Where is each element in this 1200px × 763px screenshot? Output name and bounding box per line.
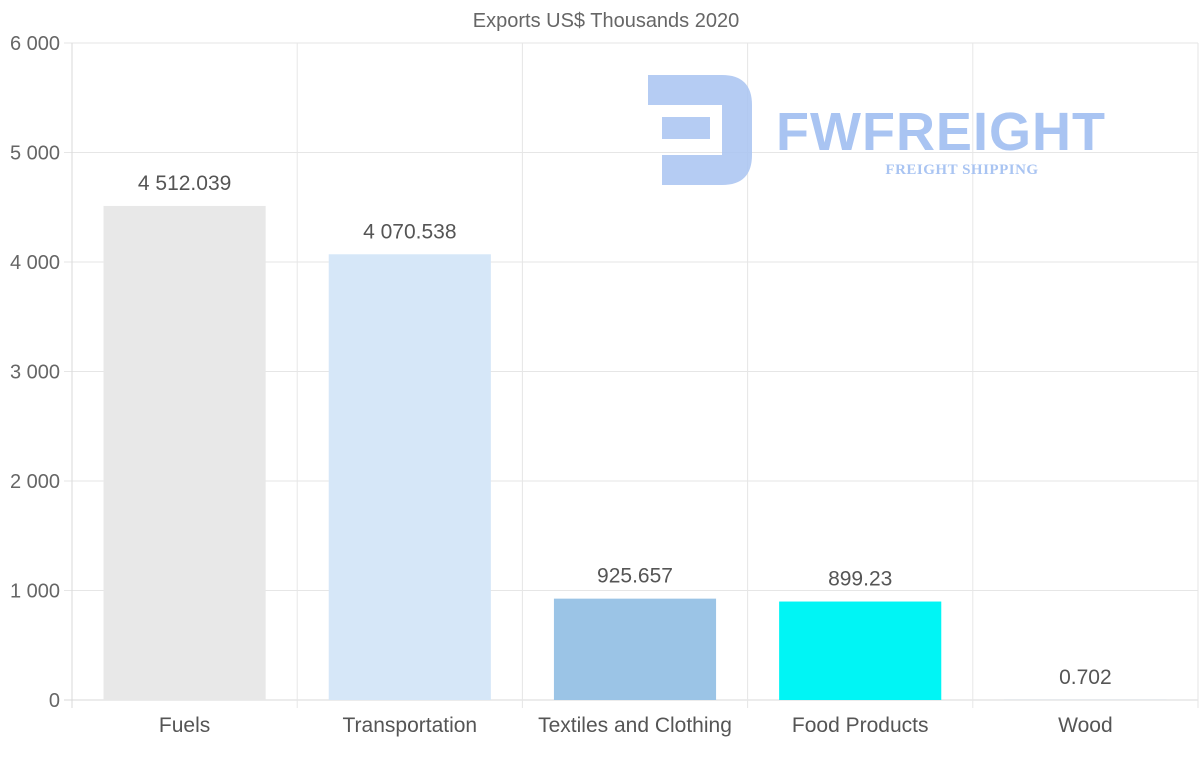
y-tick-label: 6 000 xyxy=(10,33,60,55)
watermark-brand: FWFREIGHT xyxy=(776,102,1106,162)
y-tick-label: 5 000 xyxy=(10,143,60,165)
data-label: 925.657 xyxy=(597,565,673,588)
chart-title: Exports US$ Thousands 2020 xyxy=(473,10,739,32)
x-tick-label: Textiles and Clothing xyxy=(538,714,732,737)
x-tick-label: Wood xyxy=(1058,714,1112,737)
bar[interactable] xyxy=(553,598,717,700)
bars xyxy=(103,205,1167,700)
bar[interactable] xyxy=(328,254,491,700)
x-tick-label: Fuels xyxy=(159,714,210,737)
data-label: 4 070.538 xyxy=(363,220,456,243)
y-axis-ticks: 0 1 000 2 000 3 000 4 000 5 000 6 000 xyxy=(10,33,60,712)
data-label: 899.23 xyxy=(828,568,892,591)
value-labels: 4 512.039 4 070.538 925.657 899.23 0.702 xyxy=(138,172,1112,689)
x-tick-label: Food Products xyxy=(792,714,929,737)
y-tick-label: 3 000 xyxy=(10,362,60,384)
watermark-logo: FWFREIGHT FREIGHT SHIPPING xyxy=(648,75,1106,185)
fw-logo-icon xyxy=(648,75,752,185)
watermark-tagline: FREIGHT SHIPPING xyxy=(885,162,1038,178)
y-tick-label: 4 000 xyxy=(10,252,60,274)
x-tick-label: Transportation xyxy=(342,714,477,737)
x-axis-labels: Fuels Transportation Textiles and Clothing… xyxy=(159,714,1113,737)
y-tick-label: 1 000 xyxy=(10,581,60,603)
bar[interactable] xyxy=(779,601,942,700)
data-label: 4 512.039 xyxy=(138,172,231,195)
bar[interactable] xyxy=(103,205,266,700)
y-tick-label: 0 xyxy=(49,690,60,712)
data-label: 0.702 xyxy=(1059,666,1112,689)
y-tick-label: 2 000 xyxy=(10,471,60,493)
